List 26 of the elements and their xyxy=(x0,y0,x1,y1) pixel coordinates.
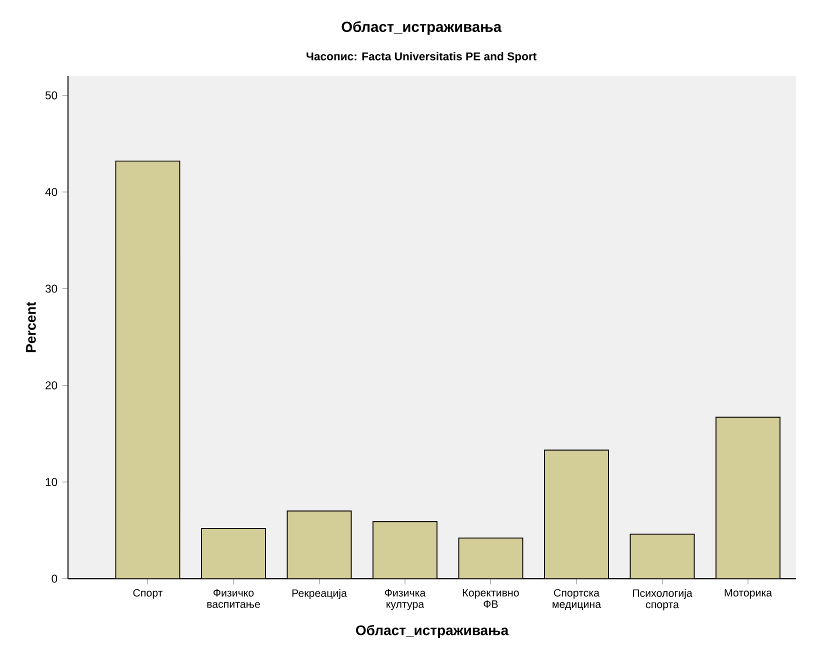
y-tick-label: 0 xyxy=(52,574,58,583)
x-tick-label: Физичко васпитање xyxy=(207,589,260,608)
chart-subtitle: Часопис: Facta Universitatis PE and Sport xyxy=(306,52,537,63)
x-tick-label: Рекреација xyxy=(292,589,347,600)
x-axis-title: Област_истраживања xyxy=(356,624,509,638)
x-tick-label: Спорт xyxy=(133,589,163,599)
bar xyxy=(373,522,437,579)
y-tick-label: 20 xyxy=(46,381,58,390)
y-tick-label: 10 xyxy=(46,478,58,486)
y-axis-title: Percent xyxy=(26,302,36,352)
x-tick-label: Физичка култура xyxy=(384,589,426,610)
x-tick-label: Корективно ФВ xyxy=(463,589,519,608)
y-tick-label: 50 xyxy=(45,91,58,100)
x-tick-label: Моторика xyxy=(724,589,772,599)
bar xyxy=(202,528,266,579)
x-tick-label: Спортска медицина xyxy=(552,589,602,610)
bar xyxy=(116,161,180,579)
bar xyxy=(458,538,523,579)
y-tick-label: 30 xyxy=(45,284,58,293)
bar xyxy=(287,511,352,579)
bar xyxy=(716,416,780,579)
chart-title: Област_истраживања xyxy=(342,21,502,36)
y-tick-label: 40 xyxy=(45,188,58,196)
bar xyxy=(630,534,694,579)
bar xyxy=(544,450,608,579)
x-tick-label: Психологија спорта xyxy=(632,589,692,611)
